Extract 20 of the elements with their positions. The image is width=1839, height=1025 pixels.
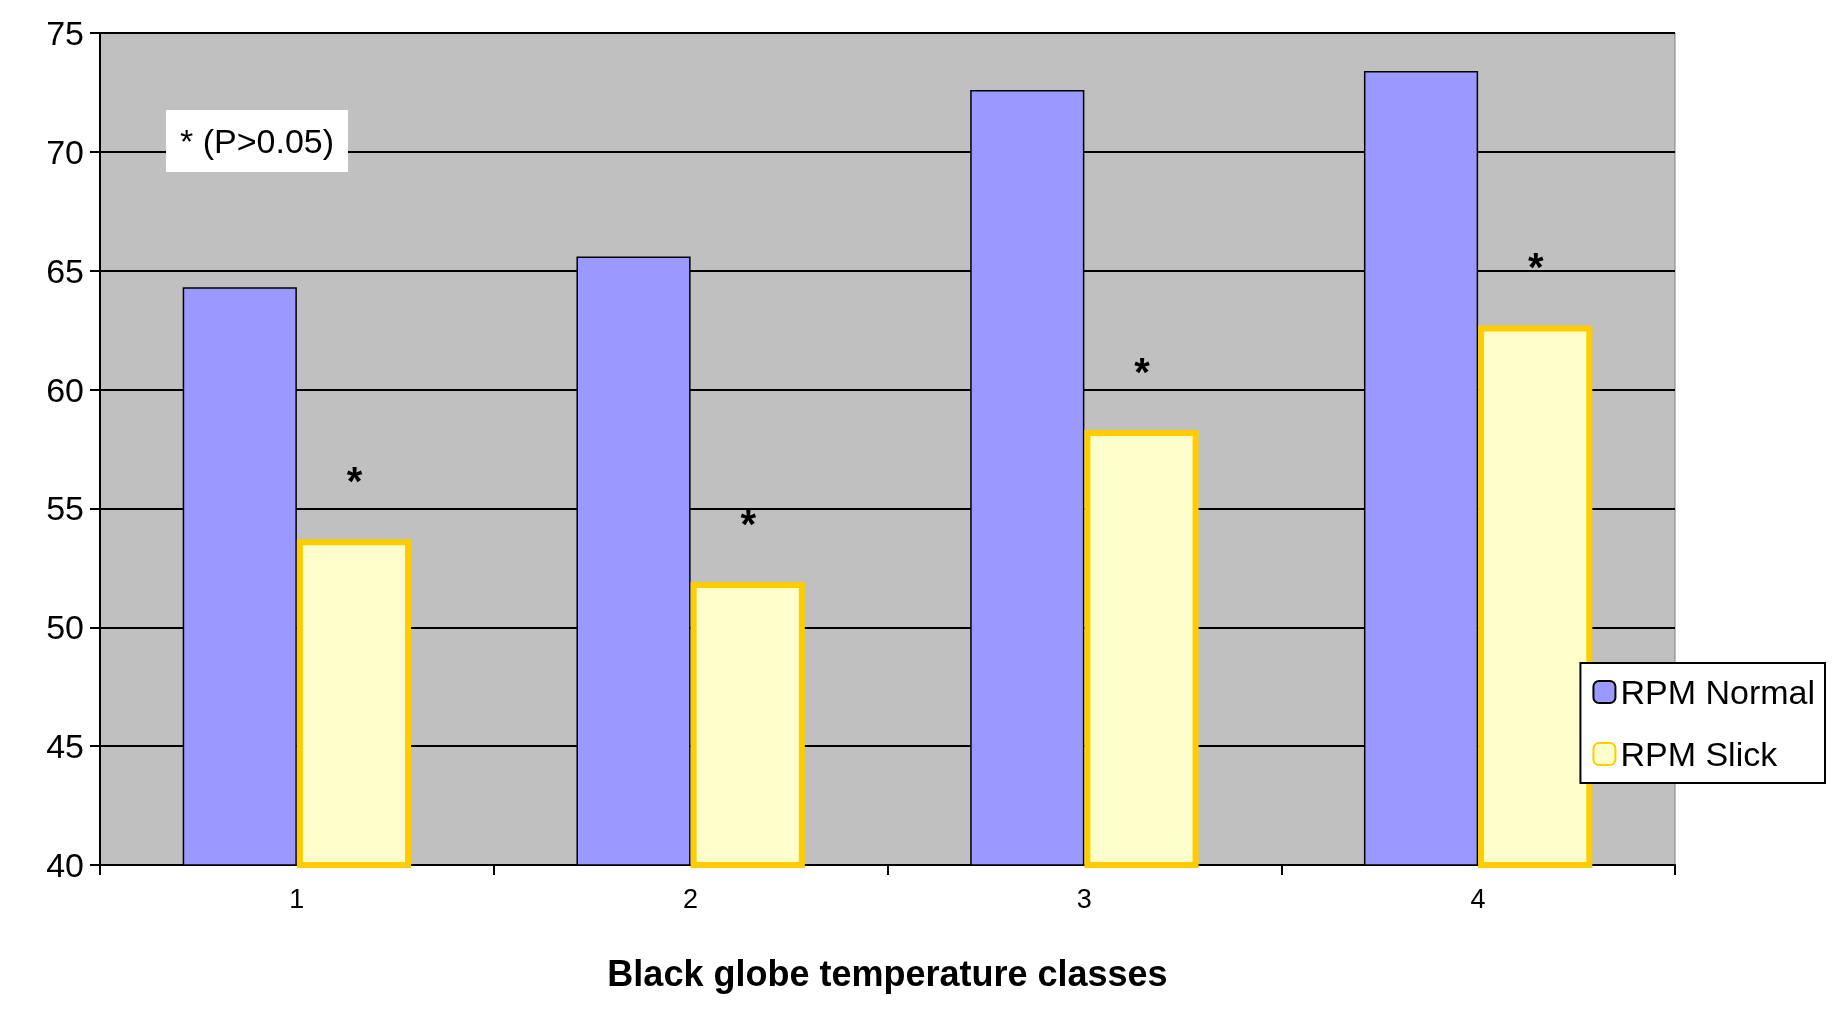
y-tick-label: 60 [46,370,84,409]
annotation: * [1134,349,1151,394]
legend-label: RPM Normal [1620,673,1816,711]
annotation: * [1528,245,1545,290]
x-axis-title: Black globe temperature classes [607,952,1168,994]
y-tick-label: 55 [46,489,84,528]
x-tick-label: 3 [1076,883,1092,914]
y-tick-label: 40 [46,846,84,884]
annotation: * [740,502,757,547]
legend-label: RPM Slick [1620,735,1779,773]
x-tick-label: 1 [289,883,305,914]
y-tick-label: 45 [46,727,84,766]
annotation: * (P>0.05) [180,122,335,160]
x-tick-label: 2 [683,883,699,914]
x-tick-label: 4 [1470,883,1486,914]
y-tick-label: 65 [46,251,84,290]
y-tick-label: 70 [46,132,84,171]
y-tick-label: 50 [46,608,84,647]
annotation: * [346,459,363,504]
y-tick-label: 75 [46,14,84,52]
